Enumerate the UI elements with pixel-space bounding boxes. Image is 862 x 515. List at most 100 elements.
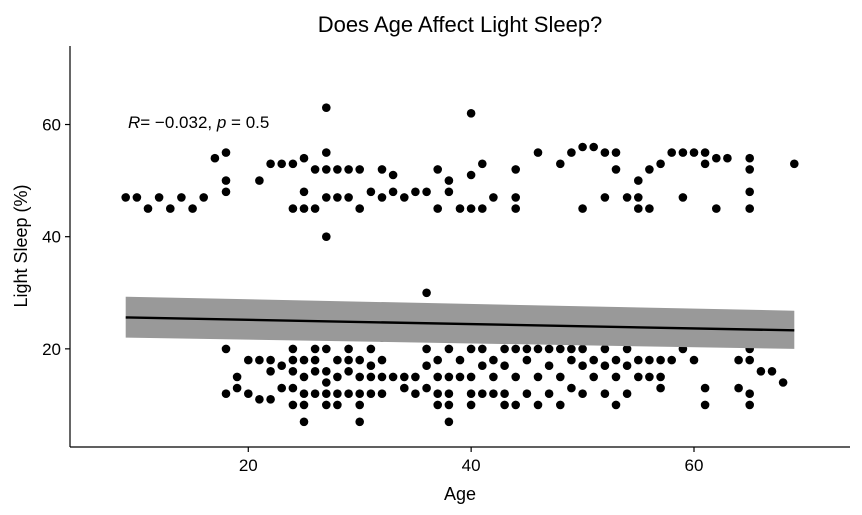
data-point bbox=[734, 355, 743, 365]
data-point bbox=[377, 389, 387, 399]
data-point bbox=[244, 389, 253, 399]
data-point bbox=[433, 165, 443, 174]
data-point bbox=[444, 400, 454, 410]
data-point bbox=[444, 187, 454, 197]
data-point bbox=[478, 204, 487, 213]
data-point bbox=[344, 389, 353, 399]
data-point bbox=[533, 400, 543, 410]
data-point bbox=[266, 355, 275, 365]
data-point bbox=[422, 383, 431, 393]
data-point bbox=[589, 372, 598, 382]
data-point bbox=[433, 389, 443, 399]
data-point bbox=[578, 361, 587, 371]
data-point bbox=[322, 400, 331, 410]
data-point bbox=[489, 389, 498, 399]
data-point bbox=[723, 153, 732, 163]
data-point bbox=[600, 344, 610, 354]
data-point bbox=[355, 204, 365, 213]
data-point bbox=[143, 204, 153, 213]
x-tick-label: 40 bbox=[462, 456, 481, 475]
data-point bbox=[466, 372, 476, 382]
data-point bbox=[266, 367, 275, 376]
data-point bbox=[355, 165, 365, 174]
data-point bbox=[556, 372, 565, 382]
data-point bbox=[444, 417, 454, 427]
x-tick-label: 20 bbox=[239, 456, 258, 475]
data-point bbox=[221, 389, 231, 399]
data-point bbox=[400, 193, 409, 202]
data-point bbox=[344, 165, 353, 174]
data-point bbox=[333, 389, 342, 399]
data-point bbox=[478, 159, 487, 169]
data-point bbox=[511, 204, 520, 213]
data-point bbox=[667, 148, 676, 157]
data-point bbox=[466, 170, 476, 180]
data-point bbox=[310, 344, 320, 354]
data-point bbox=[712, 204, 721, 213]
correlation-annotation: R= −0.032, p = 0.5 bbox=[128, 113, 269, 132]
data-point bbox=[288, 367, 298, 376]
data-point bbox=[299, 204, 309, 213]
data-point bbox=[355, 389, 365, 399]
data-point bbox=[511, 193, 520, 202]
data-point bbox=[366, 389, 376, 399]
data-point bbox=[589, 355, 598, 365]
data-point bbox=[366, 372, 376, 382]
data-point bbox=[578, 344, 587, 354]
data-point bbox=[645, 355, 654, 365]
data-point bbox=[288, 383, 298, 393]
x-axis-label: Age bbox=[444, 484, 476, 504]
data-point bbox=[745, 355, 754, 365]
data-point bbox=[500, 400, 509, 410]
data-point bbox=[466, 344, 476, 354]
data-point bbox=[433, 355, 443, 365]
data-point bbox=[767, 367, 777, 376]
data-point bbox=[689, 148, 699, 157]
data-point bbox=[622, 344, 632, 354]
data-point bbox=[411, 389, 420, 399]
data-point bbox=[199, 193, 208, 202]
data-point bbox=[377, 355, 387, 365]
data-point bbox=[634, 204, 643, 213]
data-point bbox=[611, 355, 621, 365]
data-point bbox=[734, 383, 743, 393]
data-point bbox=[622, 389, 632, 399]
data-point bbox=[656, 372, 665, 382]
data-point bbox=[745, 153, 754, 163]
data-point bbox=[611, 400, 621, 410]
r-symbol: R bbox=[128, 113, 140, 132]
data-point bbox=[489, 372, 498, 382]
data-point bbox=[377, 372, 387, 382]
data-point bbox=[288, 204, 298, 213]
data-point bbox=[489, 355, 498, 365]
data-point bbox=[333, 165, 342, 174]
regression-line-layer bbox=[125, 316, 795, 332]
r-value: = −0.032, bbox=[140, 113, 217, 132]
data-point bbox=[656, 159, 665, 169]
data-point bbox=[444, 344, 454, 354]
data-point bbox=[221, 187, 231, 197]
data-point bbox=[533, 148, 543, 157]
data-point bbox=[232, 372, 242, 382]
data-point bbox=[790, 159, 799, 169]
data-point bbox=[299, 153, 309, 163]
data-point bbox=[544, 389, 554, 399]
data-point bbox=[578, 389, 587, 399]
data-point bbox=[255, 176, 264, 185]
data-point bbox=[533, 372, 543, 382]
data-point bbox=[422, 361, 431, 371]
data-point bbox=[634, 355, 643, 365]
data-point bbox=[288, 159, 298, 169]
data-point bbox=[444, 389, 454, 399]
data-point bbox=[288, 400, 298, 410]
data-point bbox=[544, 361, 554, 371]
data-point bbox=[355, 400, 365, 410]
data-point bbox=[466, 389, 476, 399]
plot-area bbox=[121, 103, 799, 427]
data-point bbox=[567, 148, 576, 157]
data-point bbox=[344, 355, 353, 365]
data-point bbox=[455, 372, 465, 382]
data-point bbox=[522, 344, 532, 354]
data-point bbox=[322, 378, 331, 387]
data-point bbox=[355, 355, 365, 365]
